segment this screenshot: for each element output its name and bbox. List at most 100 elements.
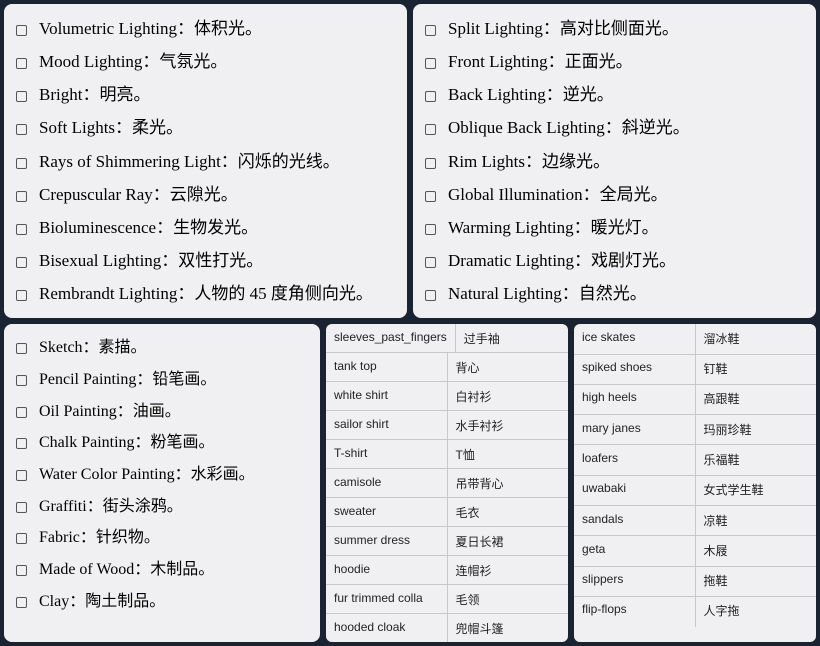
clothing_table-row: sleeves_past_fingers过手袖: [326, 324, 568, 353]
clothing_table-en: sweater: [326, 498, 448, 526]
bullet-icon: [425, 25, 436, 36]
art_styles-item: Made of Wood：木制品。: [16, 554, 308, 586]
shoes_table-row: mary janes玛丽珍鞋: [574, 415, 816, 445]
bullet-icon: [16, 407, 27, 418]
shoes_table-zh: 乐福鞋: [696, 445, 817, 474]
art_styles-item: Chalk Painting：粉笔画。: [16, 427, 308, 459]
shoes_table-zh: 钉鞋: [696, 355, 817, 384]
shoes_table-en: high heels: [574, 385, 696, 414]
lighting_left-text: Volumetric Lighting：体积光。: [39, 12, 262, 45]
shoes_table-zh: 凉鞋: [696, 506, 817, 535]
lighting_right-text: Split Lighting：高对比侧面光。: [448, 12, 679, 45]
bullet-icon: [16, 191, 27, 202]
lighting_right-item: Natural Lighting：自然光。: [425, 277, 804, 310]
art_styles-item: Water Color Painting：水彩画。: [16, 459, 308, 491]
clothing_table-en: sleeves_past_fingers: [326, 324, 456, 352]
art_styles-text: Chalk Painting：粉笔画。: [39, 427, 215, 459]
clothing-table: sleeves_past_fingers过手袖tank top背心white s…: [326, 324, 568, 642]
bullet-icon: [425, 191, 436, 202]
lighting_left-text: Soft Lights：柔光。: [39, 111, 183, 144]
lighting_right-text: Front Lighting：正面光。: [448, 45, 633, 78]
art_styles-item: Sketch：素描。: [16, 332, 308, 364]
bullet-icon: [16, 58, 27, 69]
lighting_left-text: Bisexual Lighting：双性打光。: [39, 244, 263, 277]
bullet-icon: [16, 158, 27, 169]
bullet-icon: [16, 124, 27, 135]
clothing_table-zh: 毛衣: [448, 498, 569, 526]
lighting_right-text: Global Illumination：全局光。: [448, 178, 668, 211]
bullet-icon: [16, 343, 27, 354]
clothing_table-row: hoodie连帽衫: [326, 556, 568, 585]
shoes_table-en: slippers: [574, 567, 696, 596]
art_styles-item: Pencil Painting：铅笔画。: [16, 364, 308, 396]
shoes_table-zh: 人字拖: [696, 597, 817, 627]
clothing_table-zh: 夏日长裙: [448, 527, 569, 555]
clothing_table-zh: 兜帽斗篷: [448, 614, 569, 642]
lighting_left-item: Rays of Shimmering Light：闪烁的光线。: [16, 145, 395, 178]
art_styles-text: Water Color Painting：水彩画。: [39, 459, 255, 491]
art_styles-text: Sketch：素描。: [39, 332, 147, 364]
shoes_table-zh: 拖鞋: [696, 567, 817, 596]
art_styles-text: Fabric：针织物。: [39, 522, 160, 554]
lighting_left-text: Rembrandt Lighting：人物的 45 度角侧向光。: [39, 277, 373, 310]
bullet-icon: [425, 257, 436, 268]
shoes_table-zh: 女式学生鞋: [696, 476, 817, 505]
lighting_right-text: Oblique Back Lighting：斜逆光。: [448, 111, 690, 144]
shoes-table: ice skates溜冰鞋spiked shoes钉鞋high heels高跟鞋…: [574, 324, 816, 642]
bullet-icon: [16, 257, 27, 268]
lighting_left-item: Soft Lights：柔光。: [16, 111, 395, 144]
art-styles-card: Sketch：素描。Pencil Painting：铅笔画。Oil Painti…: [4, 324, 320, 642]
bullet-icon: [16, 375, 27, 386]
lighting_left-text: Mood Lighting：气氛光。: [39, 45, 227, 78]
shoes_table-en: ice skates: [574, 324, 696, 353]
clothing_table-row: sailor shirt水手衬衫: [326, 411, 568, 440]
clothing_table-row: summer dress夏日长裙: [326, 527, 568, 556]
shoes_table-zh: 木屐: [696, 536, 817, 565]
shoes_table-row: loafers乐福鞋: [574, 445, 816, 475]
lighting_left-item: Mood Lighting：气氛光。: [16, 45, 395, 78]
shoes_table-row: flip-flops人字拖: [574, 597, 816, 627]
clothing_table-row: T-shirtT恤: [326, 440, 568, 469]
lighting_right-item: Global Illumination：全局光。: [425, 178, 804, 211]
shoes_table-row: geta木屐: [574, 536, 816, 566]
bullet-icon: [425, 91, 436, 102]
clothing_table-zh: 吊带背心: [448, 469, 569, 497]
shoes_table-zh: 高跟鞋: [696, 385, 817, 414]
bottom-row: Sketch：素描。Pencil Painting：铅笔画。Oil Painti…: [4, 324, 816, 642]
clothing_table-en: hoodie: [326, 556, 448, 584]
bullet-icon: [16, 290, 27, 301]
clothing_table-zh: T恤: [448, 440, 569, 468]
lighting_right-item: Split Lighting：高对比侧面光。: [425, 12, 804, 45]
art_styles-text: Graffiti：街头涂鸦。: [39, 491, 183, 523]
shoes_table-en: geta: [574, 536, 696, 565]
shoes_table-en: flip-flops: [574, 597, 696, 627]
bullet-icon: [16, 438, 27, 449]
shoes_table-row: high heels高跟鞋: [574, 385, 816, 415]
lighting_left-item: Crepuscular Ray：云隙光。: [16, 178, 395, 211]
clothing_table-row: fur trimmed colla毛领: [326, 585, 568, 614]
lighting_right-text: Rim Lights：边缘光。: [448, 145, 610, 178]
art_styles-text: Clay：陶土制品。: [39, 586, 165, 618]
lighting-left-card: Volumetric Lighting：体积光。Mood Lighting：气氛…: [4, 4, 407, 318]
shoes_table-row: sandals凉鞋: [574, 506, 816, 536]
clothing_table-en: camisole: [326, 469, 448, 497]
art_styles-item: Graffiti：街头涂鸦。: [16, 491, 308, 523]
bullet-icon: [16, 565, 27, 576]
lighting_right-item: Dramatic Lighting：戏剧灯光。: [425, 244, 804, 277]
lighting_right-item: Back Lighting：逆光。: [425, 78, 804, 111]
bullet-icon: [16, 502, 27, 513]
shoes_table-zh: 溜冰鞋: [696, 324, 817, 353]
lighting_left-text: Crepuscular Ray：云隙光。: [39, 178, 238, 211]
clothing_table-en: tank top: [326, 353, 448, 381]
clothing_table-zh: 过手袖: [456, 324, 568, 352]
lighting_right-item: Front Lighting：正面光。: [425, 45, 804, 78]
art_styles-text: Oil Painting：油画。: [39, 396, 181, 428]
art_styles-text: Made of Wood：木制品。: [39, 554, 214, 586]
bullet-icon: [16, 25, 27, 36]
art_styles-item: Clay：陶土制品。: [16, 586, 308, 618]
lighting-right-card: Split Lighting：高对比侧面光。Front Lighting：正面光…: [413, 4, 816, 318]
clothing_table-row: camisole吊带背心: [326, 469, 568, 498]
shoes_table-row: ice skates溜冰鞋: [574, 324, 816, 354]
shoes_table-en: sandals: [574, 506, 696, 535]
clothing_table-en: summer dress: [326, 527, 448, 555]
